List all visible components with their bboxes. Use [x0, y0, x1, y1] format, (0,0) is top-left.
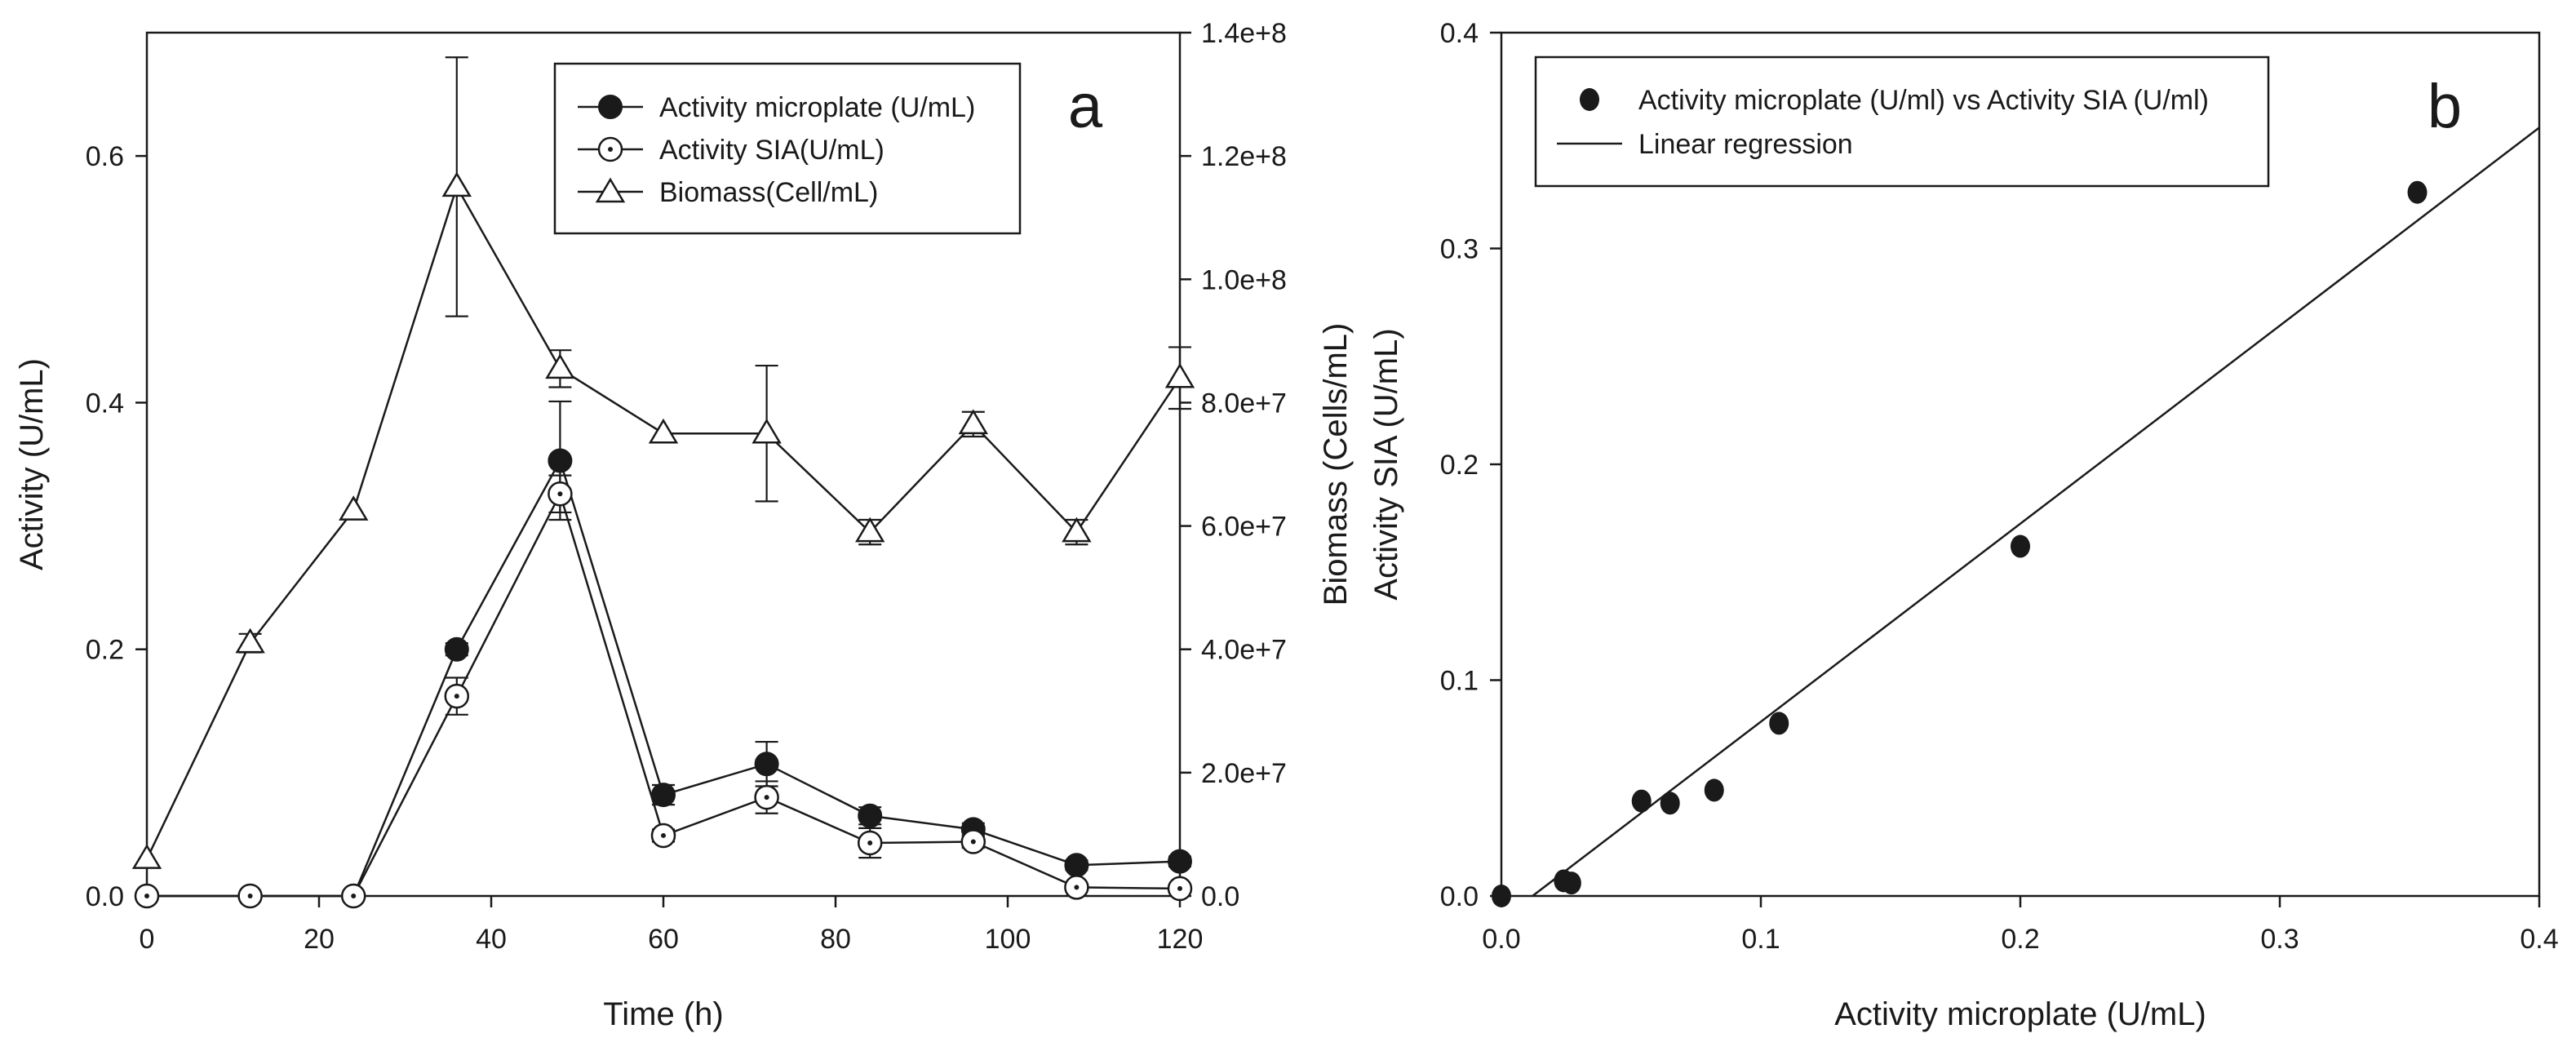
legend-label-sia: Activity SIA(U/mL): [659, 135, 885, 166]
legend-label-microplate: Activity microplate (U/mL): [659, 92, 975, 123]
data-point-sia-dot: [454, 694, 459, 699]
panel-b-y-axis: 0.0 0.1 0.2 0.3 0.4: [1440, 18, 1501, 912]
data-point-microplate: [444, 636, 469, 662]
data-point-biomass: [855, 517, 885, 543]
panel-a-letter: a: [1068, 72, 1103, 141]
data-point-biomass: [1062, 517, 1092, 543]
data-point-sia-dot: [970, 839, 976, 845]
y-tick-label: 0.3: [1440, 234, 1479, 265]
y-tick-label: 0.4: [86, 388, 124, 419]
x-tick-label: 0.4: [2520, 924, 2558, 955]
data-point-sia-dot: [867, 840, 873, 846]
data-point-microplate: [651, 783, 676, 808]
panel-a-y2-axis: 0.0 2.0e+7 4.0e+7 6.0e+7 8.0e+7 1.0e+8 1.2e+8 1…: [1180, 18, 1287, 912]
y-tick-label: 0.1: [1440, 666, 1479, 697]
data-point-sia-dot: [351, 894, 357, 898]
x-tick-label: 0.2: [2001, 924, 2039, 955]
data-point-biomass: [648, 418, 679, 444]
y2-tick-label: 8.0e+7: [1201, 388, 1287, 419]
panel-a-chart: 0 20 40 60 80 100 120 0.0 0.2 0.4 0.6 0.0 2.0e+7 4.…: [14, 18, 1354, 1032]
panel-b-legend: Activity microplate (U/ml) vs Activity S…: [1534, 55, 2270, 188]
x-tick-label: 40: [476, 924, 507, 955]
y-tick-label: 0.6: [86, 141, 124, 172]
legend-marker-scatter: [1580, 88, 1599, 111]
panel-b-x-axis: 0.0 0.1 0.2 0.3 0.4: [1482, 896, 2559, 955]
x-tick-label: 20: [304, 924, 335, 955]
legend-marker-biomass: [595, 177, 626, 203]
data-point-sia-dot: [1074, 885, 1080, 890]
data-point-biomass: [441, 171, 472, 197]
data-point-sia-dot: [661, 832, 666, 838]
panel-b-points: [1492, 180, 2427, 907]
data-point-sia-dot: [557, 491, 563, 497]
y2-tick-label: 1.4e+8: [1201, 18, 1287, 49]
scatter-point: [1769, 712, 1789, 735]
x-tick-label: 100: [985, 924, 1031, 955]
data-point-microplate: [1064, 853, 1089, 878]
panel-a-markers: [131, 171, 1195, 909]
y2-tick-label: 0.0: [1201, 881, 1239, 912]
legend-label-biomass: Biomass(Cell/mL): [659, 177, 878, 208]
data-point-microplate: [858, 803, 883, 828]
y-tick-label: 0.2: [86, 635, 124, 666]
data-point-sia-dot: [1177, 885, 1182, 891]
scatter-point: [1561, 872, 1581, 895]
x-tick-label: 0.3: [2260, 924, 2299, 955]
y2-tick-label: 6.0e+7: [1201, 512, 1287, 543]
x-tick-label: 0.0: [1482, 924, 1520, 955]
panel-b-legend-box: [1534, 55, 2270, 188]
scatter-point: [2407, 180, 2427, 204]
data-point-microplate: [548, 448, 573, 473]
legend-marker-microplate: [598, 95, 623, 119]
panel-a-x-label: Time (h): [603, 996, 723, 1032]
data-point-microplate: [1168, 849, 1192, 874]
scatter-point: [1631, 789, 1652, 813]
panel-b-letter: b: [2427, 72, 2462, 141]
y-tick-label: 0.2: [1440, 450, 1479, 481]
data-point-biomass: [339, 495, 369, 521]
regression-line: [1532, 126, 2540, 897]
data-point-biomass: [235, 628, 265, 654]
series-line-biomass: [145, 184, 1182, 860]
x-tick-label: 0: [140, 924, 155, 955]
scatter-point: [2011, 534, 2030, 558]
x-tick-label: 120: [1157, 924, 1204, 955]
panel-a-y-label: Activity (U/mL): [14, 358, 50, 570]
scatter-point: [1704, 778, 1724, 802]
panel-a-legend: Activity microplate (U/mL) Activity SIA(…: [553, 62, 1022, 235]
data-point-biomass: [1164, 362, 1195, 388]
legend-label-scatter: Activity microplate (U/ml) vs Activity S…: [1638, 85, 2209, 116]
x-tick-label: 0.1: [1741, 924, 1780, 955]
y2-tick-label: 1.2e+8: [1201, 141, 1287, 172]
data-point-biomass: [545, 353, 575, 379]
y-tick-label: 0.0: [1440, 881, 1479, 912]
panel-b-y-label: Activity SIA (U/mL): [1368, 328, 1404, 600]
data-point-biomass: [752, 418, 782, 444]
legend-marker-sia-dot: [608, 147, 613, 152]
panel-b-x-label: Activity microplate (U/mL): [1834, 996, 2206, 1032]
data-point-biomass: [131, 844, 162, 869]
data-point-sia-dot: [764, 795, 769, 801]
data-point-microplate: [754, 752, 779, 777]
panel-b-regression: [1532, 126, 2540, 897]
scatter-point: [1660, 792, 1680, 815]
panel-a-x-axis: 0 20 40 60 80 100 120: [140, 896, 1204, 955]
y-tick-label: 0.4: [1440, 18, 1479, 49]
scatter-point: [1492, 885, 1511, 907]
panel-a-y-axis: 0.0 0.2 0.4 0.6: [86, 141, 147, 912]
x-tick-label: 60: [648, 924, 679, 955]
y-tick-label: 0.0: [86, 881, 124, 912]
panel-b-chart: 0.0 0.1 0.2 0.3 0.4 0.0 0.1 0.2 0.3 0.4 Activity…: [1368, 18, 2559, 1032]
data-point-sia-dot: [247, 894, 253, 898]
data-point-sia-dot: [144, 894, 149, 898]
y2-tick-label: 1.0e+8: [1201, 264, 1287, 295]
legend-label-regression: Linear regression: [1638, 129, 1853, 160]
y2-tick-label: 2.0e+7: [1201, 758, 1287, 789]
panel-a-y2-label: Biomass (Cells/mL): [1318, 323, 1354, 606]
data-point-biomass: [958, 409, 988, 435]
y2-tick-label: 4.0e+7: [1201, 635, 1287, 666]
x-tick-label: 80: [820, 924, 851, 955]
